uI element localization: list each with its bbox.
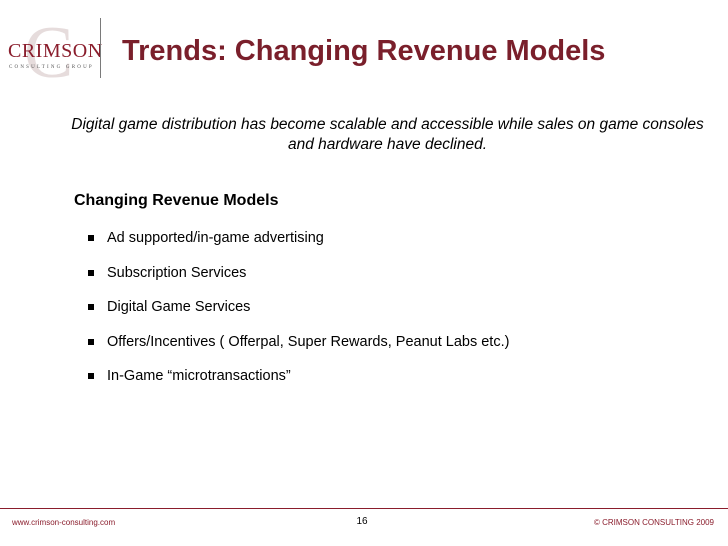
logo-tagline: CONSULTING GROUP xyxy=(9,65,94,70)
slide-title: Trends: Changing Revenue Models xyxy=(122,35,606,67)
footer-copyright: © CRIMSON CONSULTING 2009 xyxy=(594,518,714,527)
bullet-text: Digital Game Services xyxy=(107,299,251,315)
bullet-list: Ad supported/in-game advertising Subscri… xyxy=(88,230,509,403)
square-bullet-icon xyxy=(88,269,94,276)
bullet-item: Subscription Services xyxy=(88,265,509,300)
square-bullet-icon xyxy=(88,235,94,241)
bullet-item: Offers/Incentives ( Offerpal, Super Rewa… xyxy=(88,334,509,369)
square-bullet-icon xyxy=(88,304,94,310)
section-heading: Changing Revenue Models xyxy=(74,192,279,209)
logo-brand-text: CRIMSON xyxy=(8,40,103,62)
bullet-item: Ad supported/in-game advertising xyxy=(88,230,509,265)
bullet-text: Subscription Services xyxy=(107,264,247,281)
footer-divider xyxy=(0,508,728,509)
square-bullet-icon xyxy=(88,338,94,345)
company-logo: C CRIMSON CONSULTING GROUP xyxy=(6,16,102,90)
bullet-text: In-Game “microtransactions” xyxy=(107,368,291,384)
bullet-item: In-Game “microtransactions” xyxy=(88,368,509,403)
bullet-text: Offers/Incentives ( Offerpal, Super Rewa… xyxy=(107,333,510,350)
bullet-item: Digital Game Services xyxy=(88,299,509,334)
header-divider xyxy=(100,18,101,78)
square-bullet-icon xyxy=(88,373,94,379)
page-number: 16 xyxy=(356,516,368,527)
bullet-text: Ad supported/in-game advertising xyxy=(107,230,324,246)
logo-mark: C xyxy=(24,12,74,94)
slide-subtitle: Digital game distribution has become sca… xyxy=(71,116,704,153)
footer-website-link[interactable]: www.crimson-consulting.com xyxy=(12,518,116,527)
